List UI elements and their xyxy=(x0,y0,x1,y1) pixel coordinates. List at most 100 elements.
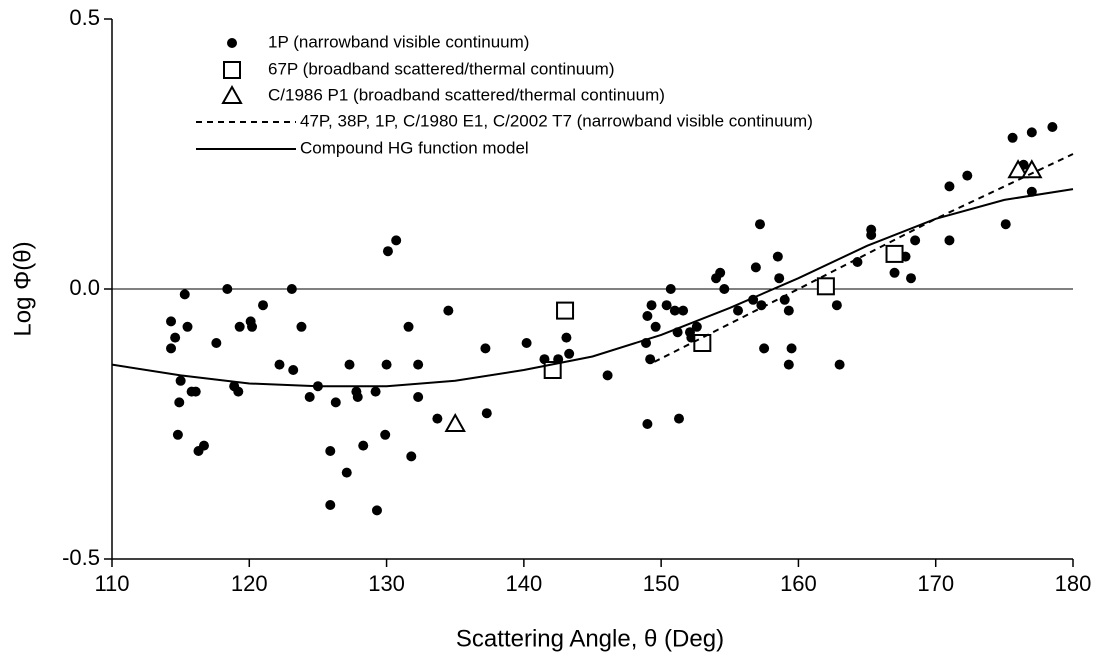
dot xyxy=(650,321,661,332)
square xyxy=(816,277,835,296)
dot xyxy=(1026,127,1037,138)
dot xyxy=(198,440,209,451)
dot xyxy=(182,321,193,332)
legend-label: C/1986 P1 (broadband scattered/thermal c… xyxy=(268,85,665,104)
dot xyxy=(288,365,299,375)
dot xyxy=(678,305,689,316)
dot xyxy=(910,235,921,246)
legend-swatch xyxy=(221,84,243,104)
triangle xyxy=(1007,159,1029,179)
dot xyxy=(325,500,336,510)
dot xyxy=(403,321,414,332)
triangle xyxy=(444,412,466,432)
dot xyxy=(1047,122,1058,132)
dot xyxy=(521,338,532,348)
dot xyxy=(759,343,770,354)
dot xyxy=(564,348,575,359)
legend-label: 1P (narrowband visible continuum) xyxy=(268,32,529,51)
dot xyxy=(352,392,363,402)
x-tick-label: 170 xyxy=(917,571,954,596)
dot xyxy=(358,440,369,451)
y-tick-label: 0.0 xyxy=(69,275,100,300)
dot xyxy=(906,273,917,284)
dot xyxy=(774,273,785,284)
dot xyxy=(413,359,424,370)
dot xyxy=(783,359,794,370)
dot xyxy=(661,300,672,311)
dot xyxy=(786,343,797,354)
dot xyxy=(646,300,657,311)
y-axis-title: Log Φ(θ) xyxy=(9,241,36,336)
x-axis-title: Scattering Angle, θ (Deg) xyxy=(456,625,724,652)
dashed-line xyxy=(653,153,1074,363)
dot xyxy=(330,397,341,408)
legend-swatch xyxy=(223,61,241,79)
dot xyxy=(325,446,336,456)
dot xyxy=(304,392,315,402)
dot xyxy=(432,413,443,424)
dot xyxy=(443,305,454,316)
y-tick-label: -0.5 xyxy=(62,545,100,570)
dot xyxy=(669,305,680,316)
dot xyxy=(174,397,185,408)
square xyxy=(885,244,904,263)
dot xyxy=(852,257,863,267)
legend-label: 67P (broadband scattered/thermal continu… xyxy=(268,59,615,78)
legend-swatch xyxy=(227,38,237,48)
x-tick-label: 130 xyxy=(368,571,405,596)
dot xyxy=(645,354,656,365)
dot xyxy=(642,311,653,321)
dot xyxy=(1000,219,1011,230)
dot xyxy=(222,284,233,294)
dot xyxy=(391,235,402,246)
dot xyxy=(371,505,382,516)
dot xyxy=(715,267,726,278)
dot xyxy=(381,359,392,370)
dot xyxy=(756,300,767,311)
dot xyxy=(866,224,877,235)
dot xyxy=(258,300,269,311)
dot xyxy=(233,386,244,397)
legend-label: 47P, 38P, 1P, C/1980 E1, C/2002 T7 (narr… xyxy=(300,111,813,130)
dot xyxy=(889,267,900,278)
x-tick-label: 160 xyxy=(780,571,817,596)
dot xyxy=(234,321,245,332)
dot xyxy=(370,386,381,397)
dot xyxy=(341,467,352,478)
dot xyxy=(175,375,186,386)
square xyxy=(693,334,712,352)
y-tick-label: 0.5 xyxy=(69,5,100,30)
dot xyxy=(750,262,761,273)
dot xyxy=(602,370,613,381)
triangle xyxy=(1021,159,1043,179)
dot xyxy=(561,332,572,343)
dot xyxy=(274,359,285,370)
dot xyxy=(772,251,783,262)
dot xyxy=(247,321,258,332)
dot xyxy=(380,429,391,440)
dot xyxy=(719,284,730,294)
dot xyxy=(665,284,676,294)
dot xyxy=(344,359,355,370)
dot xyxy=(962,170,973,181)
legend-label: Compound HG function model xyxy=(300,138,529,157)
dot xyxy=(211,338,222,348)
dot xyxy=(166,316,177,327)
dot xyxy=(783,305,794,316)
dot xyxy=(944,235,955,246)
dot xyxy=(166,343,177,354)
dot xyxy=(179,289,190,300)
dot xyxy=(754,219,765,230)
dot xyxy=(642,419,653,429)
dot xyxy=(733,305,744,316)
dot xyxy=(172,429,183,440)
dot xyxy=(944,181,955,192)
x-tick-label: 150 xyxy=(643,571,680,596)
x-tick-label: 120 xyxy=(231,571,268,596)
square xyxy=(556,301,575,320)
solid-line xyxy=(111,188,1074,388)
dot xyxy=(1007,132,1018,143)
dot xyxy=(170,332,181,343)
dot xyxy=(481,408,492,419)
